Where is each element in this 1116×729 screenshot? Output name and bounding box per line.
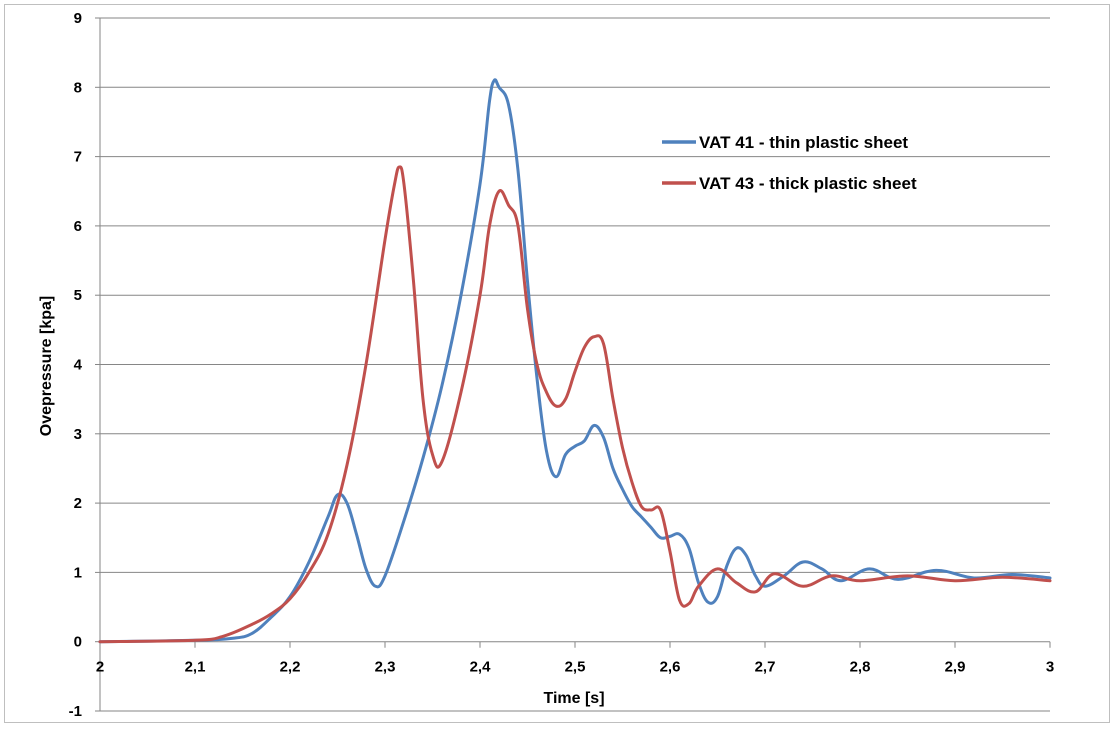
- y-tick-label: 9: [74, 10, 82, 27]
- y-tick-label: 7: [74, 149, 82, 166]
- y-tick-label: 5: [74, 287, 82, 304]
- y-tick-label: 3: [74, 426, 82, 443]
- y-tick-label: 0: [74, 634, 82, 651]
- legend: VAT 41 - thin plastic sheet VAT 43 - thi…: [662, 133, 917, 193]
- y-tick-label: 4: [74, 357, 83, 374]
- grid-lines: [100, 17, 1050, 712]
- legend-label-vat43: VAT 43 - thick plastic sheet: [699, 174, 917, 193]
- y-axis-title: Ovepressure [kpa]: [38, 296, 55, 437]
- x-tick-label: 2,9: [945, 659, 966, 676]
- x-tick-label: 2,3: [375, 659, 396, 676]
- series-lines: [98, 78, 1052, 644]
- y-tick-label: 8: [74, 79, 82, 96]
- y-tick-label: 6: [74, 218, 82, 235]
- series-line-0: [98, 78, 1052, 644]
- axes: [95, 17, 1051, 712]
- x-tick-label: 3: [1046, 659, 1054, 676]
- x-tick-label: 2,4: [470, 659, 492, 676]
- chart-frame: [4, 4, 1110, 723]
- x-tick-label: 2,2: [280, 659, 301, 676]
- legend-label-vat41: VAT 41 - thin plastic sheet: [699, 133, 908, 152]
- series-line-1: [98, 165, 1052, 644]
- x-tick-label: 2,7: [755, 659, 776, 676]
- x-tick-label: 2,6: [660, 659, 681, 676]
- y-tick-label: -1: [69, 703, 82, 720]
- x-tick-label: 2: [96, 659, 104, 676]
- x-tick-label: 2,1: [185, 659, 206, 676]
- tick-labels: -1 0 1 2 3 4 5 6 7 8 9 2 2,1 2,2 2,3 2,4 2,5 2,6 2,7 2,8 2,9…: [69, 10, 1055, 720]
- x-tick-label: 2,5: [565, 659, 586, 676]
- x-tick-label: 2,8: [850, 659, 871, 676]
- x-axis-title: Time [s]: [543, 690, 604, 707]
- y-tick-label: 1: [74, 564, 82, 581]
- y-tick-label: 2: [74, 495, 82, 512]
